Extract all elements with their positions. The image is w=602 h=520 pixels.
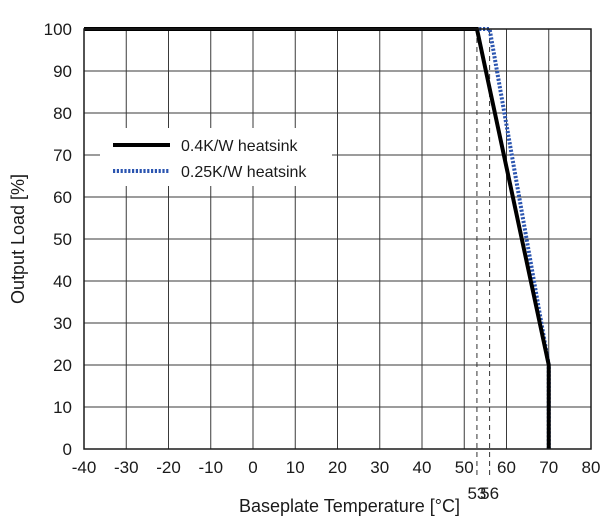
y-tick-labels: 0 10 20 30 40 50 60 70 80 90 100 bbox=[44, 20, 72, 459]
legend-label-1: 0.25K/W heatsink bbox=[181, 164, 307, 181]
marker-label-53: 53 bbox=[467, 484, 486, 503]
y-tick-label: 80 bbox=[53, 104, 72, 123]
x-tick-label: 20 bbox=[328, 458, 347, 477]
plot-frame bbox=[83, 28, 592, 450]
legend-background bbox=[100, 128, 332, 186]
x-tick-label: 40 bbox=[413, 458, 432, 477]
x-tick-label: 0 bbox=[248, 458, 257, 477]
x-tick-label: 10 bbox=[286, 458, 305, 477]
y-tick-label: 10 bbox=[53, 398, 72, 417]
x-tick-label: 60 bbox=[497, 458, 516, 477]
legend-label-0: 0.4K/W heatsink bbox=[181, 138, 299, 155]
y-axis-title: Output Load [%] bbox=[8, 174, 28, 304]
x-tick-label: 30 bbox=[370, 458, 389, 477]
y-tick-label: 70 bbox=[53, 146, 72, 165]
y-tick-label: 0 bbox=[63, 440, 72, 459]
x-axis-title: Baseplate Temperature [°C] bbox=[239, 496, 460, 516]
x-tick-label: 70 bbox=[539, 458, 558, 477]
y-tick-label: 50 bbox=[53, 230, 72, 249]
y-tick-label: 100 bbox=[44, 20, 72, 39]
x-tick-label: -40 bbox=[72, 458, 97, 477]
x-tick-labels: -40 -30 -20 -10 0 10 20 30 40 50 60 70 80 bbox=[72, 458, 601, 477]
x-tick-label: -10 bbox=[198, 458, 223, 477]
y-tick-label: 60 bbox=[53, 188, 72, 207]
x-tick-label: 50 bbox=[455, 458, 474, 477]
y-tick-label: 90 bbox=[53, 62, 72, 81]
x-tick-label: -20 bbox=[156, 458, 181, 477]
y-tick-label: 20 bbox=[53, 356, 72, 375]
grid-lines bbox=[83, 28, 592, 450]
y-tick-label: 30 bbox=[53, 314, 72, 333]
y-tick-label: 40 bbox=[53, 272, 72, 291]
x-tick-label: -30 bbox=[114, 458, 139, 477]
x-tick-label: 80 bbox=[582, 458, 601, 477]
marker-lines bbox=[476, 29, 491, 477]
marker-label-56: 56 bbox=[480, 484, 499, 503]
legend: 0.4K/W heatsink 0.25K/W heatsink bbox=[100, 128, 332, 186]
